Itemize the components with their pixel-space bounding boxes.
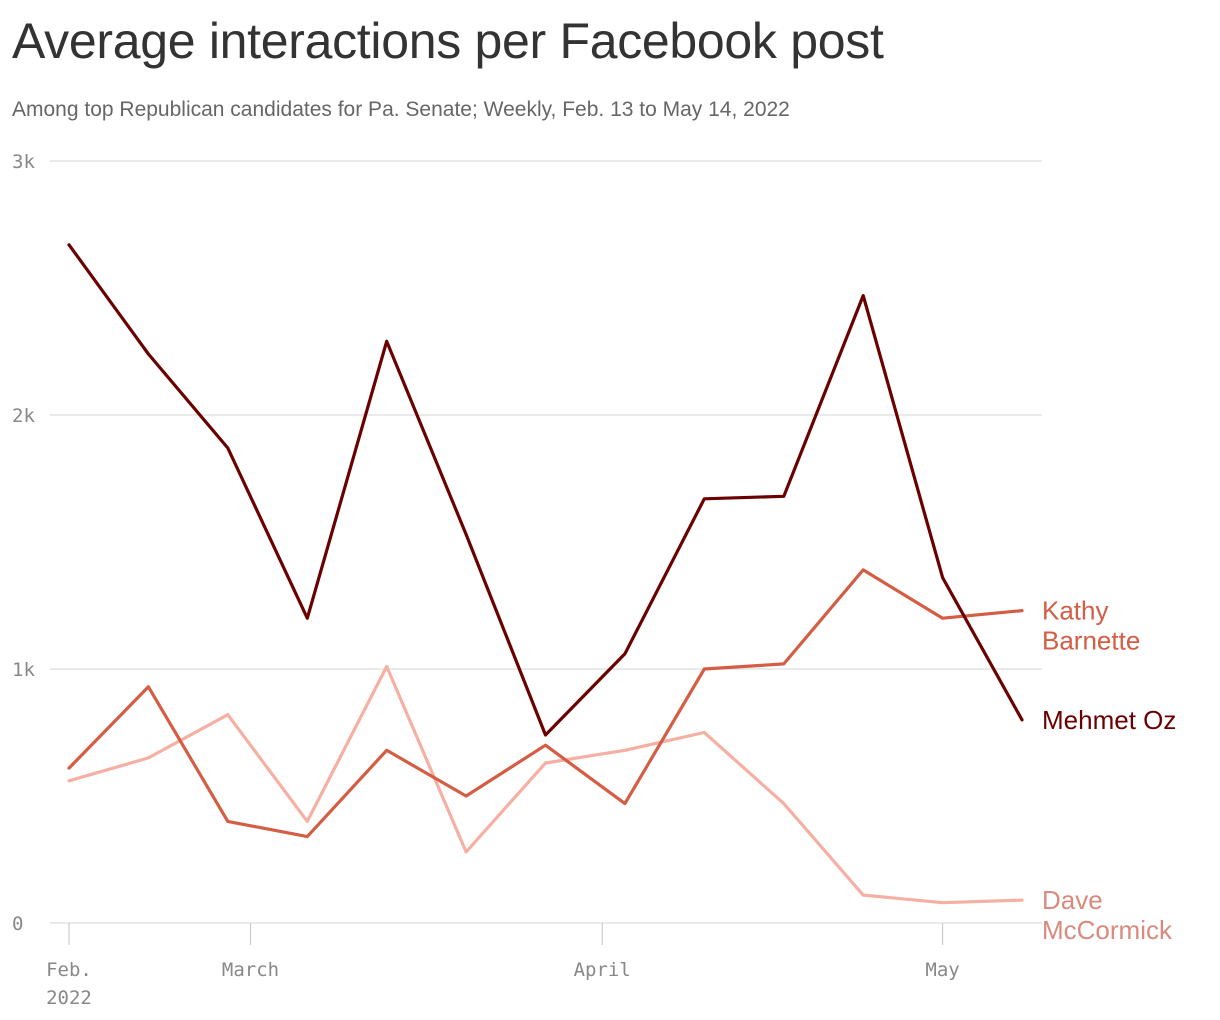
x-tick-label: May: [925, 959, 959, 981]
y-tick-label: 1k: [12, 659, 35, 681]
grid-lines: [50, 160, 1042, 924]
series-label-kathy-barnette: Kathy Barnette: [1042, 596, 1140, 656]
series-label-dave-mccormick: Dave McCormick: [1042, 885, 1173, 945]
series-line-mehmet-oz: [67, 243, 1024, 737]
x-tick-label: April: [574, 959, 631, 981]
series-labels: Mehmet Oz Kathy Barnette Dave McCormick: [1042, 596, 1176, 946]
chart-subtitle: Among top Republican candidates for Pa. …: [12, 98, 790, 121]
x-tick-label: Feb. 2022: [46, 959, 92, 1009]
y-tick-label: 2k: [12, 405, 35, 427]
x-tick-label: March: [222, 959, 279, 981]
series-line-kathy-barnette: [67, 568, 1024, 839]
series-line-dave-mccormick: [67, 664, 1024, 905]
y-tick-label: 3k: [12, 151, 35, 173]
y-tick-label: 0: [12, 913, 23, 935]
chart-title: Average interactions per Facebook post: [12, 13, 884, 69]
axes: 0 1k 2k 3k Feb. 2022 March April May: [12, 151, 960, 1009]
series-lines: [67, 243, 1024, 905]
series-label-mehmet-oz: Mehmet Oz: [1042, 705, 1176, 735]
